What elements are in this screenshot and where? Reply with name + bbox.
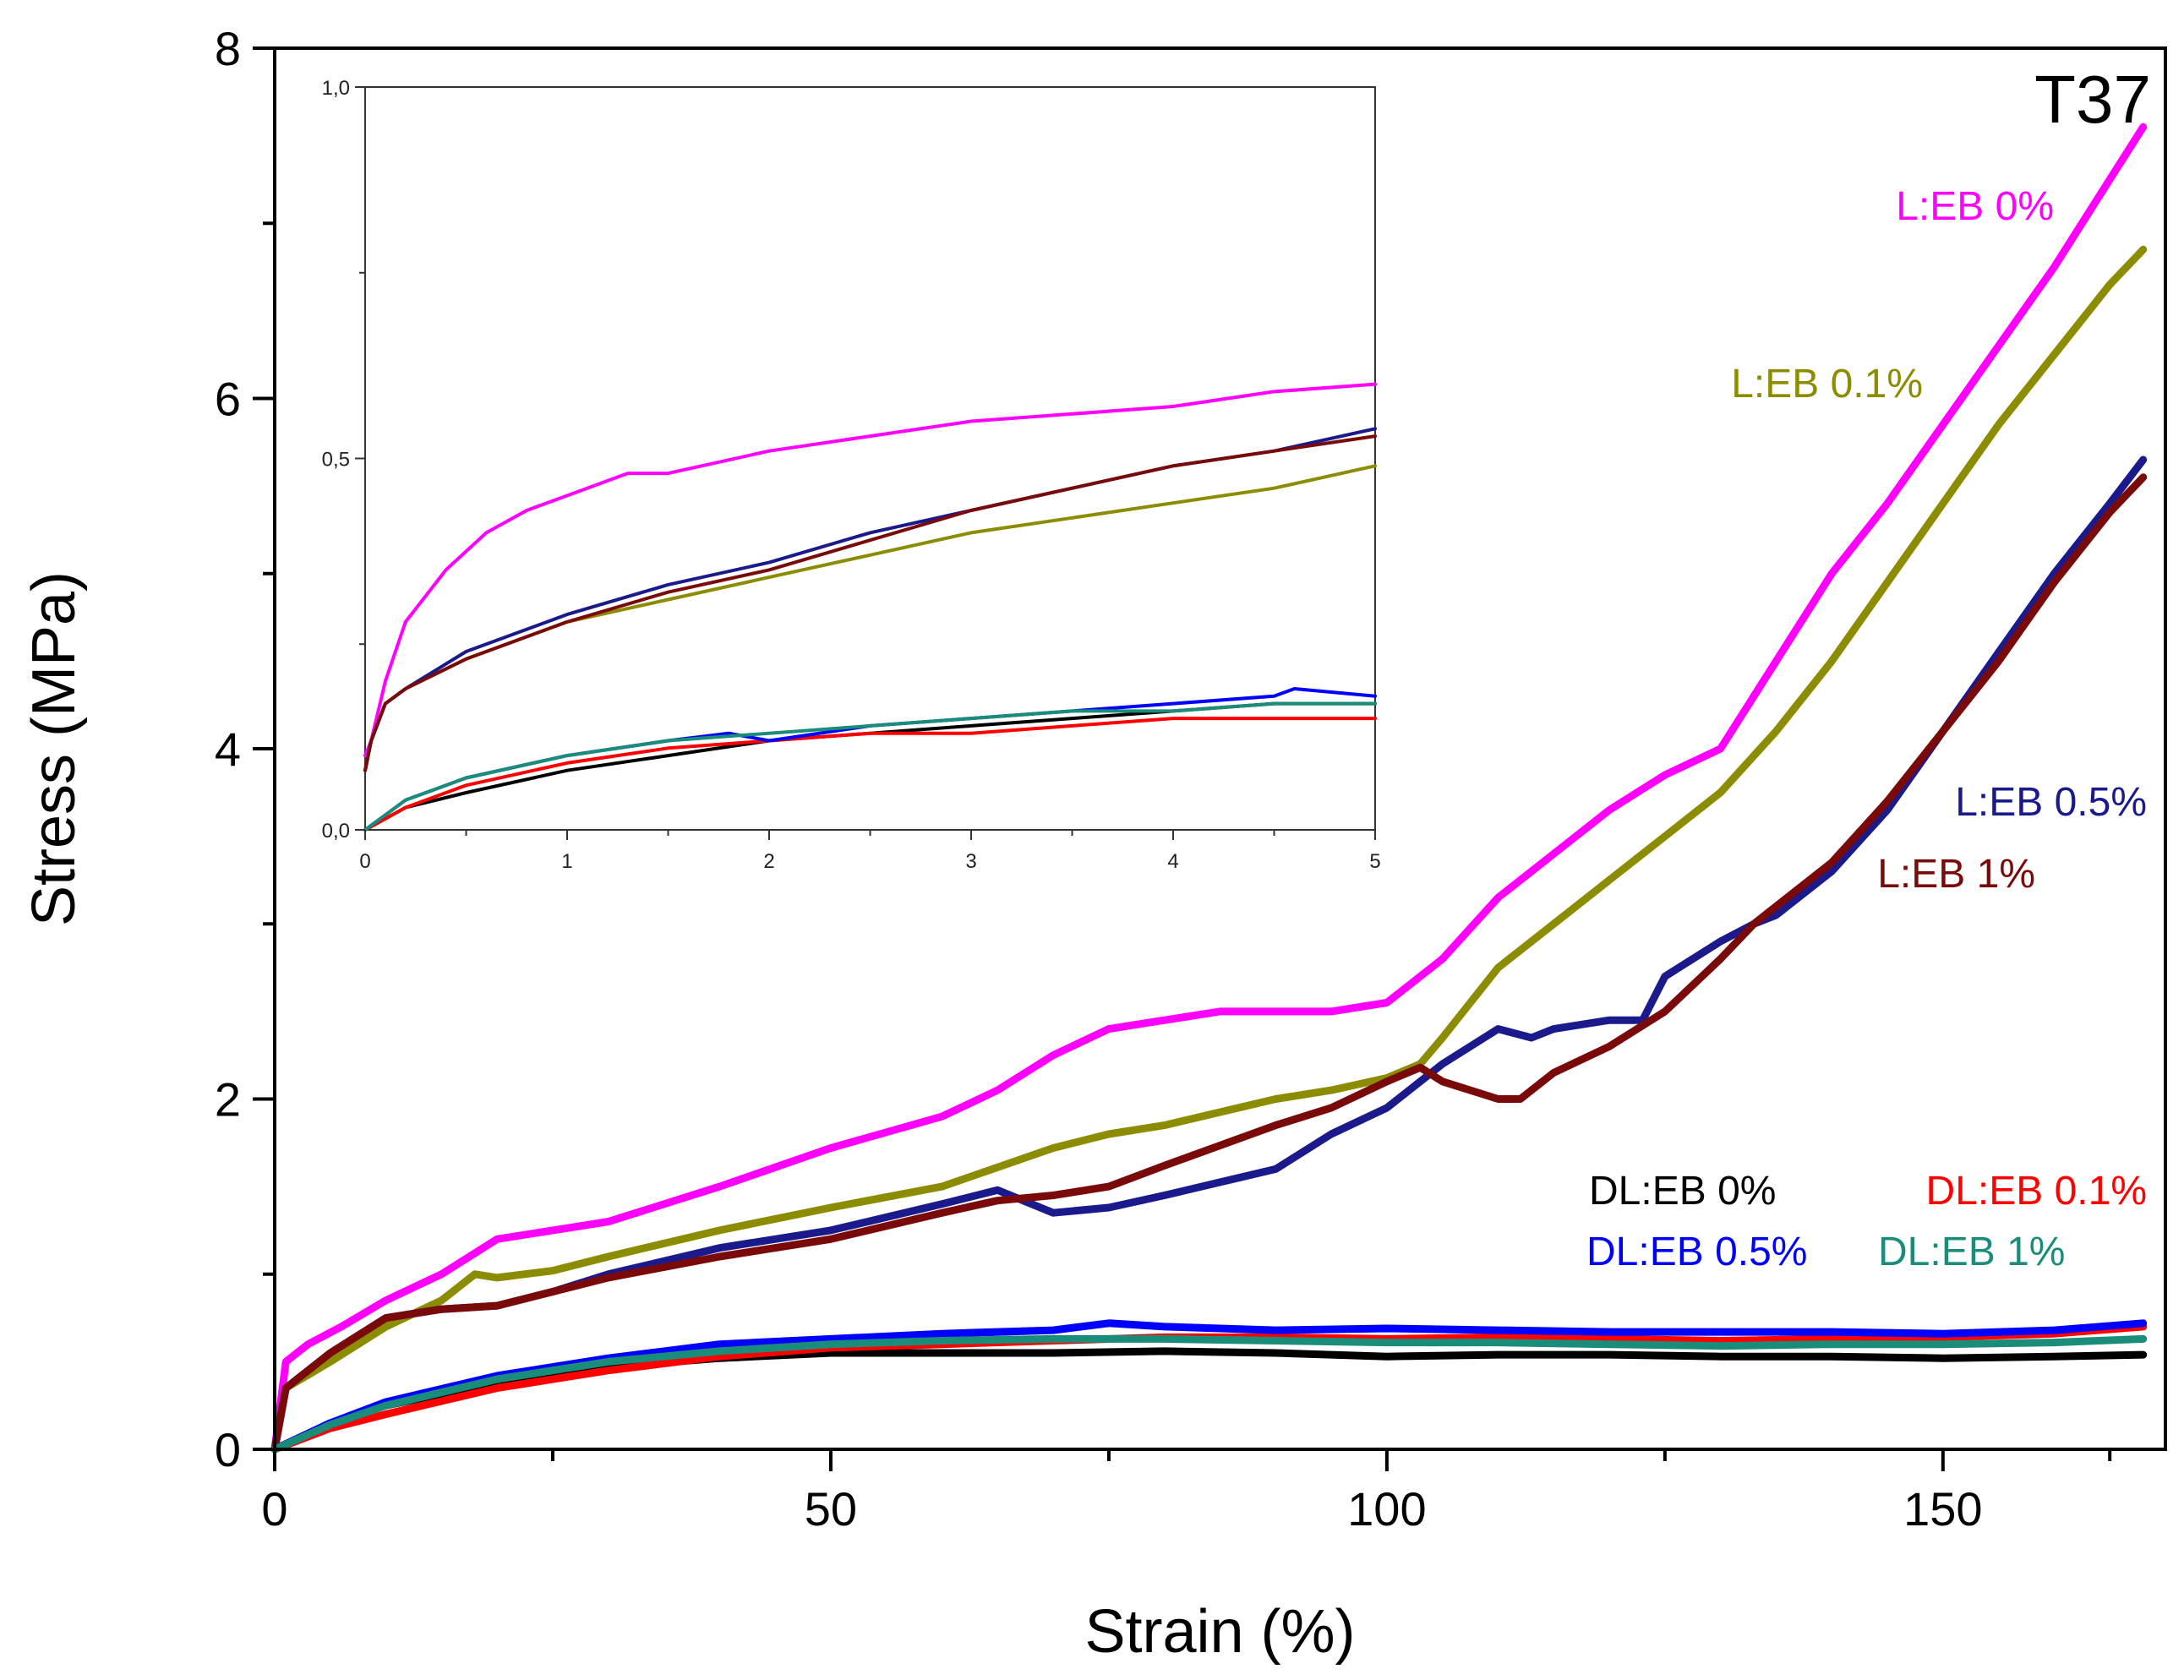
inset-x-tick-label: 0 <box>359 850 370 873</box>
main-x-tick-label: 0 <box>261 1482 287 1535</box>
inset-frame <box>364 86 1376 831</box>
inset-x-tick-label: 5 <box>1369 850 1380 873</box>
main-y-ticks: 0 2 4 6 8 <box>215 22 275 1476</box>
inset-x-tick-label: 4 <box>1167 850 1178 873</box>
label-dl-eb-0-1: DL:EB 0.1% <box>1926 1169 2147 1214</box>
inset-plot: 0 1 2 3 4 5 0,0 0,5 1,0 <box>322 77 1381 873</box>
main-x-ticks: 0 50 100 150 <box>261 1449 2112 1535</box>
main-x-tick-label: 50 <box>805 1482 857 1535</box>
inset-x-tick-label: 2 <box>763 850 774 873</box>
label-dl-eb-1: DL:EB 1% <box>1878 1230 2065 1274</box>
label-l-eb-1: L:EB 1% <box>1877 852 2035 897</box>
inset-series-l-eb-1 <box>363 434 1377 772</box>
inset-x-ticks: 0 1 2 3 4 5 <box>359 830 1381 873</box>
main-series-l-eb-1 <box>270 473 2148 1454</box>
label-l-eb-0: L:EB 0% <box>1896 184 2054 229</box>
main-series-l-eb-0 <box>270 123 2148 1454</box>
x-axis-title: Strain (%) <box>1084 1598 1355 1666</box>
inset-y-tick-label: 0,0 <box>322 820 350 843</box>
main-series-dl-eb-1 <box>270 1334 2148 1454</box>
inset-y-ticks: 0,0 0,5 1,0 <box>322 77 365 843</box>
label-dl-eb-0-5: DL:EB 0.5% <box>1586 1230 1807 1274</box>
inset-series-l-eb-0 <box>363 382 1377 758</box>
inset-y-tick-label: 0,5 <box>322 449 350 472</box>
y-axis-title: Stress (MPa) <box>20 571 88 926</box>
main-plot-frame <box>273 46 2167 1451</box>
main-x-tick-label: 100 <box>1347 1482 1426 1535</box>
main-y-tick-label: 4 <box>215 723 241 776</box>
inset-series-dl-eb-0-1 <box>363 717 1377 832</box>
inset-y-tick-label: 1,0 <box>322 77 350 100</box>
inset-x-tick-label: 1 <box>561 850 572 873</box>
inset-x-tick-label: 3 <box>965 850 976 873</box>
main-x-tick-label: 150 <box>1903 1482 1982 1535</box>
label-l-eb-0-1: L:EB 0.1% <box>1731 362 1923 406</box>
main-curves <box>270 123 2148 1454</box>
main-y-tick-label: 2 <box>215 1073 241 1126</box>
label-l-eb-0-5: L:EB 0.5% <box>1955 780 2147 825</box>
main-series-l-eb-0-1 <box>270 245 2148 1454</box>
label-dl-eb-0: DL:EB 0% <box>1589 1169 1776 1214</box>
main-y-tick-label: 8 <box>215 22 241 75</box>
chart-title-t37: T37 <box>2034 62 2151 137</box>
series-labels: L:EB 0% L:EB 0.1% L:EB 0.5% L:EB 1% DL:E… <box>1586 184 2147 1274</box>
main-y-tick-label: 0 <box>215 1423 241 1476</box>
main-y-tick-label: 6 <box>215 373 241 426</box>
inset-curves <box>363 382 1377 832</box>
inset-series-dl-eb-1 <box>363 701 1377 832</box>
